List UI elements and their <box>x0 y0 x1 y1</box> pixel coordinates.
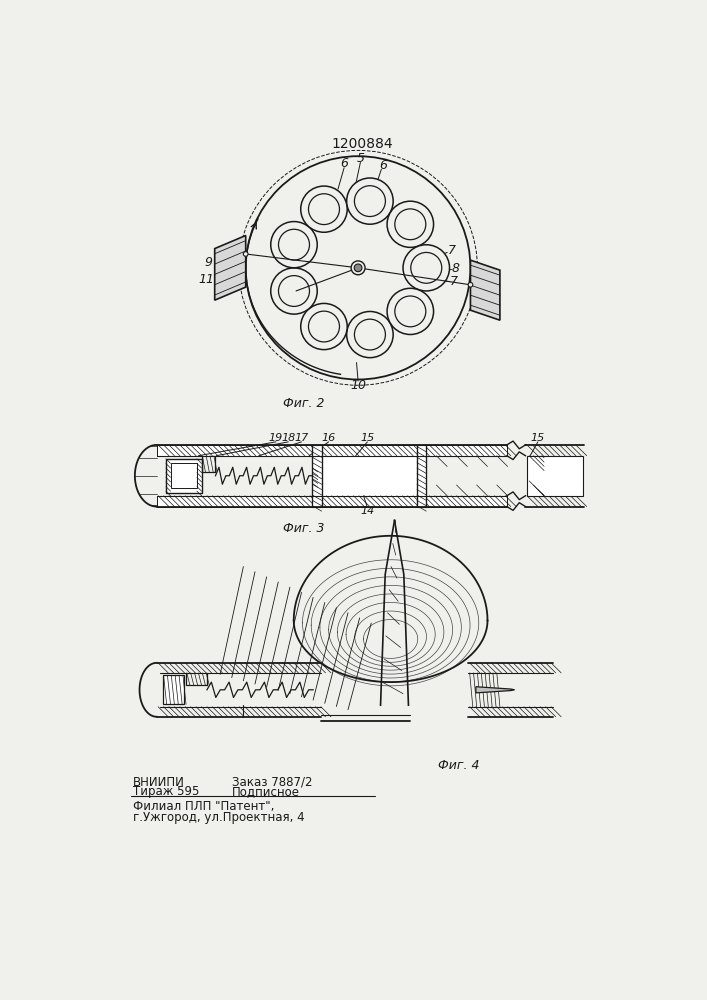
Circle shape <box>300 186 347 232</box>
Text: Тираж 595: Тираж 595 <box>132 785 199 798</box>
Circle shape <box>403 245 450 291</box>
Text: 17: 17 <box>294 433 309 443</box>
Circle shape <box>246 156 470 379</box>
Polygon shape <box>156 496 507 507</box>
Text: Подписное: Подписное <box>232 785 300 798</box>
Circle shape <box>279 229 310 260</box>
Text: Фиг. 4: Фиг. 4 <box>438 759 479 772</box>
Text: 7: 7 <box>448 244 456 257</box>
Circle shape <box>395 296 426 327</box>
Circle shape <box>354 264 362 272</box>
Text: 6: 6 <box>380 159 387 172</box>
Text: 15: 15 <box>361 433 375 443</box>
Circle shape <box>354 186 385 217</box>
Text: 15: 15 <box>531 433 545 443</box>
Text: 10: 10 <box>350 379 366 392</box>
Text: 8: 8 <box>452 262 460 275</box>
Circle shape <box>308 311 339 342</box>
Circle shape <box>354 319 385 350</box>
Text: Заказ 7887/2: Заказ 7887/2 <box>232 776 312 789</box>
Circle shape <box>279 276 310 306</box>
Text: Филиал ПЛП "Патент",: Филиал ПЛП "Патент", <box>132 800 274 813</box>
Polygon shape <box>476 687 515 693</box>
Circle shape <box>271 268 317 314</box>
Text: 19: 19 <box>269 433 283 443</box>
Polygon shape <box>215 235 246 300</box>
Text: 6: 6 <box>340 157 348 170</box>
Text: ВНИИПИ: ВНИИПИ <box>132 776 185 789</box>
Polygon shape <box>322 456 417 496</box>
Text: Фиг. 3: Фиг. 3 <box>283 522 325 535</box>
Circle shape <box>300 303 347 350</box>
Text: 5: 5 <box>356 152 364 165</box>
Circle shape <box>387 288 433 334</box>
Text: 1200884: 1200884 <box>331 137 393 151</box>
Text: г.Ужгород, ул.Проектная, 4: г.Ужгород, ул.Проектная, 4 <box>132 811 304 824</box>
Circle shape <box>346 178 393 224</box>
Polygon shape <box>417 445 426 507</box>
Text: 18: 18 <box>281 433 296 443</box>
Polygon shape <box>170 463 197 488</box>
Circle shape <box>271 222 317 268</box>
Circle shape <box>351 261 365 275</box>
Text: 11: 11 <box>198 273 214 286</box>
Text: 16: 16 <box>322 433 336 443</box>
Circle shape <box>468 282 473 287</box>
Text: 14: 14 <box>361 506 375 516</box>
Polygon shape <box>312 445 322 507</box>
Circle shape <box>411 252 442 283</box>
Text: 9: 9 <box>204 256 213 269</box>
Circle shape <box>387 201 433 247</box>
Circle shape <box>346 311 393 358</box>
Polygon shape <box>527 456 583 496</box>
Polygon shape <box>163 675 185 704</box>
Polygon shape <box>166 459 201 493</box>
Circle shape <box>308 194 339 225</box>
Polygon shape <box>156 445 507 456</box>
Text: Фиг. 2: Фиг. 2 <box>283 397 325 410</box>
Circle shape <box>395 209 426 240</box>
Text: 7: 7 <box>450 275 458 288</box>
Circle shape <box>243 252 248 256</box>
Polygon shape <box>470 260 500 320</box>
